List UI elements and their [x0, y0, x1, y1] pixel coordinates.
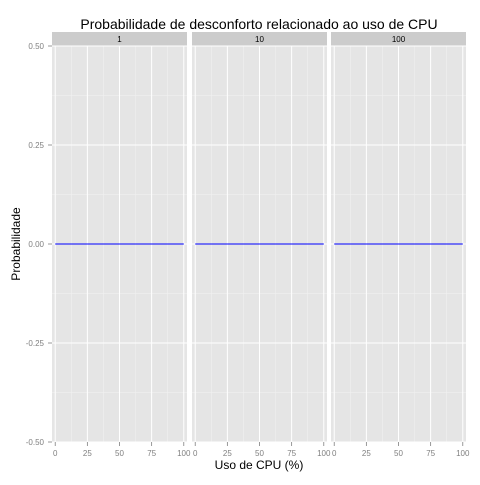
x-tick-label: 0 [193, 449, 198, 458]
facet-strip-label: 10 [255, 35, 264, 44]
x-axis-label: Uso de CPU (%) [215, 458, 304, 472]
x-tick-label: 100 [177, 449, 191, 458]
x-tick-label: 75 [147, 449, 156, 458]
y-axis: 0.50 0.25 0.00 -0.25 -0.50 [26, 42, 52, 447]
facet-panel: 100 25 50 75 100 [192, 32, 331, 458]
y-tick-label: 0.50 [28, 42, 44, 51]
facet-strip [52, 32, 187, 46]
x-tick-label: 0 [332, 449, 337, 458]
facet-panel: 1 0 25 50 75 100 [52, 32, 191, 458]
y-tick-label: 0.00 [28, 240, 44, 249]
x-tick-label: 75 [426, 449, 435, 458]
x-tick-label: 25 [83, 449, 92, 458]
x-tick-label: 50 [394, 449, 403, 458]
y-tick-label: -0.50 [26, 438, 45, 447]
x-tick-label: 25 [362, 449, 371, 458]
y-axis-label: Probabilidade [9, 207, 23, 281]
x-tick-label: 0 [53, 449, 58, 458]
x-tick-label: 100 [317, 449, 331, 458]
facet-strip [331, 32, 466, 46]
facet-strip-label: 1 [117, 35, 122, 44]
x-tick-label: 100 [456, 449, 470, 458]
x-tick-label: 50 [115, 449, 124, 458]
facet-strip [192, 32, 327, 46]
y-tick-label: 0.25 [28, 141, 44, 150]
facet-panel: 100 0 25 50 75 100 [331, 32, 470, 458]
chart-title: Probabilidade de desconforto relacionado… [80, 16, 437, 32]
facet-strip-label: 100 [392, 35, 406, 44]
x-tick-label: 50 [255, 449, 264, 458]
x-tick-label: 25 [223, 449, 232, 458]
x-tick-label: 75 [287, 449, 296, 458]
y-tick-label: -0.25 [26, 339, 45, 348]
